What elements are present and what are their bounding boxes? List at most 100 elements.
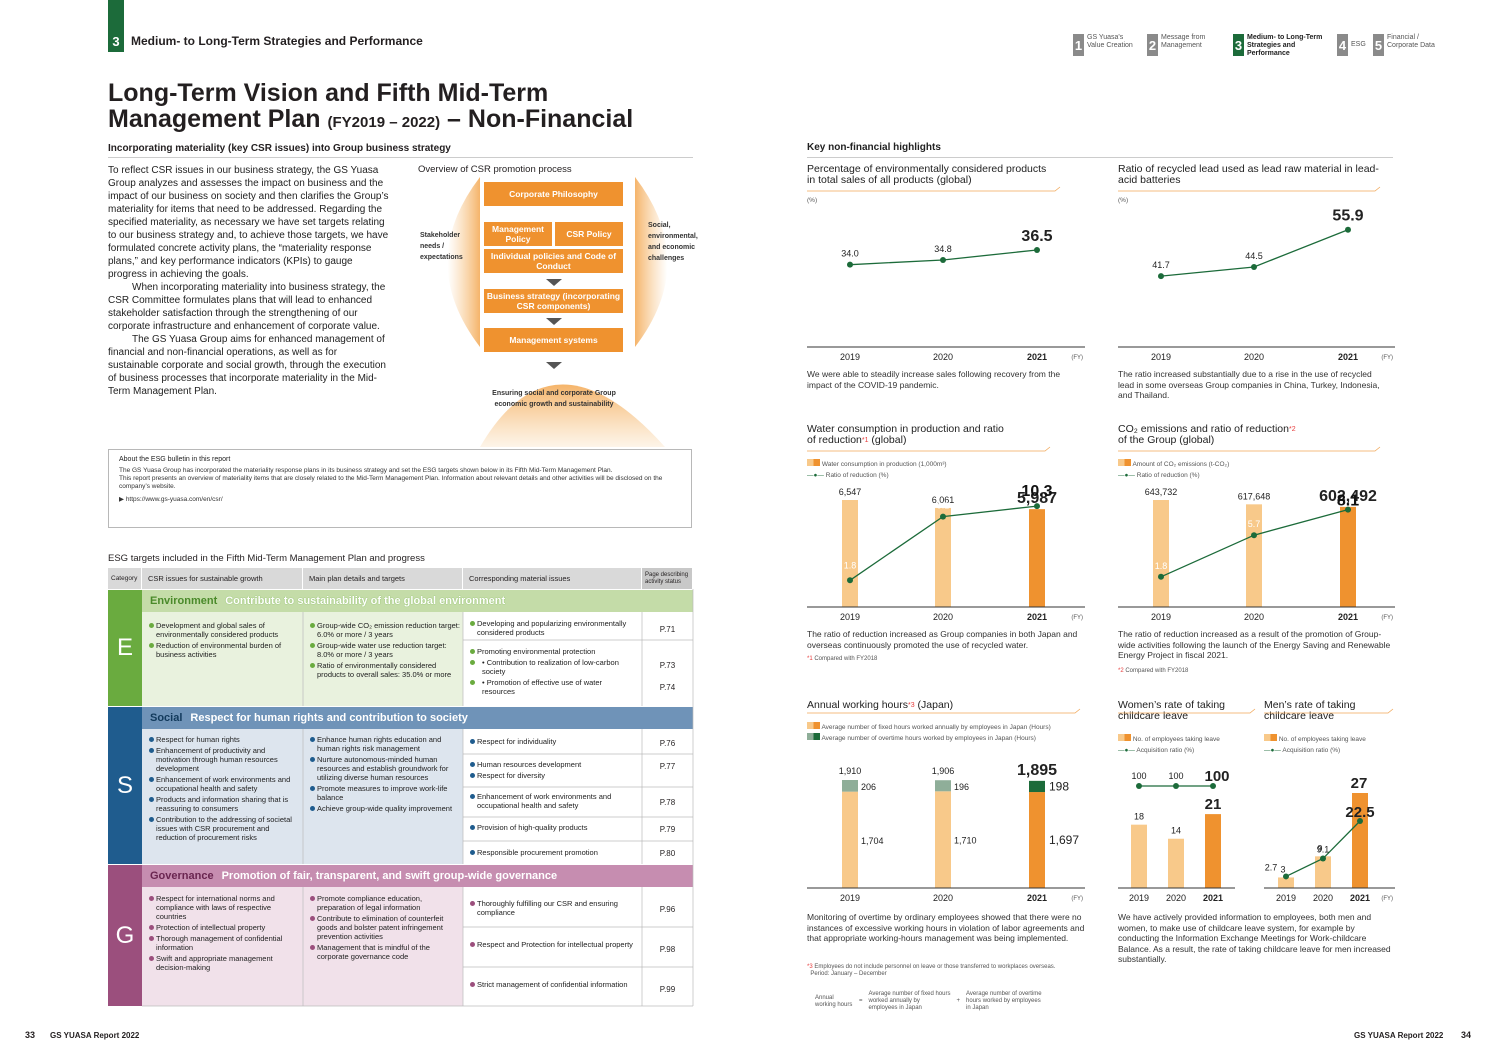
men_leave-bar <box>1352 793 1368 888</box>
k7-title: Men’s rate of taking childcare leave <box>1264 699 1356 722</box>
social-material-2: Human resources development Respect for d… <box>470 760 635 782</box>
arrow-icon <box>546 318 562 325</box>
hours-tick-label: 2021 <box>1027 893 1047 903</box>
table-header-page: Page describing activity status <box>642 568 693 589</box>
hours-bar-overtime <box>935 780 951 792</box>
hours-bar-overtime <box>842 780 858 792</box>
k6-title: Women’s rate of taking childcare leave <box>1118 699 1225 722</box>
business-strategy-box: Business strategy (incorporating CSR com… <box>484 289 623 313</box>
men_leave-line-point <box>1283 873 1289 880</box>
k4-title: CO₂ emissions and ratio of reduction*2 of… <box>1118 423 1296 446</box>
k5-caption: Monitoring of overtime by ordinary emplo… <box>807 912 1085 943</box>
hours-bar-overtime <box>1029 780 1045 793</box>
table-header-plans: Main plan details and targets <box>303 568 463 589</box>
category-letter-s: S <box>108 707 142 864</box>
men_leave-tick-label: 2021 <box>1350 893 1370 903</box>
nav-item-2[interactable]: 2 Message from Management <box>1147 34 1223 56</box>
k3-caption: The ratio of reduction increased as Grou… <box>807 629 1078 650</box>
hours-fixed-label: 1,704 <box>861 836 884 846</box>
chapter-nav: 1 GS Yuasa's Value Creation 2 Message from… <box>1073 34 1447 58</box>
women_leave-line-point <box>1136 783 1142 789</box>
nav-item-5[interactable]: 5 Financial / Corporate Data <box>1373 34 1447 56</box>
women_leave-bar <box>1131 824 1147 888</box>
category-letter-e: E <box>108 590 142 706</box>
k1-caption: We were able to steadily increase sales … <box>807 369 1061 390</box>
governance-material-2: Respect and Protection for intellectual … <box>470 940 640 951</box>
table-header-issues: CSR issues for sustainable growth <box>142 568 303 589</box>
nav-item-1[interactable]: 1 GS Yuasa's Value Creation <box>1073 34 1137 56</box>
men_leave-line-label: 22.5 <box>1345 804 1374 821</box>
k7-legend: No. of employees taking leave —●— Acquisi… <box>1264 734 1366 754</box>
women_leave-line-label: 100 <box>1131 771 1146 781</box>
social-material-5: Responsible procurement promotion <box>470 848 635 859</box>
environment-plans: Group-wide CO₂ emission reduction target… <box>310 621 460 681</box>
k3-title: Water consumption in production and rati… <box>807 423 1004 446</box>
social-issues: Respect for human rights Enhancement of p… <box>149 735 299 844</box>
arrow-icon <box>546 279 562 286</box>
brand-right: GS YUASA Report 2022 <box>1354 1031 1444 1040</box>
nav-item-3[interactable]: 3 Medium- to Long-Term Strategies and Per… <box>1233 34 1323 57</box>
page-number-left: 33 <box>25 1030 36 1040</box>
k3-note: *1 Compared with FY2018 <box>807 656 878 662</box>
governance-issues: Respect for international norms and comp… <box>149 894 299 974</box>
environment-issues: Development and global sales of environm… <box>149 621 299 661</box>
men_leave-bar <box>1278 877 1294 888</box>
women_leave-line-point <box>1173 783 1179 789</box>
women_leave-line-label: 100 <box>1168 771 1183 781</box>
section-title: Medium- to Long-Term Strategies and Perf… <box>131 34 423 48</box>
social-band: Social Respect for human rights and contr… <box>142 707 693 729</box>
category-letter-g: G <box>108 865 142 1006</box>
women_leave-tick-label: 2020 <box>1166 893 1186 903</box>
process-background <box>447 177 668 447</box>
hours-overtime-label: 198 <box>1049 779 1069 793</box>
k5-formula: Annual working hours = Average number of f… <box>815 991 1042 1011</box>
social-material-1: Respect for individuality <box>470 737 635 748</box>
governance-material-1: Thoroughly fulfilling our CSR and ensuri… <box>470 899 640 919</box>
women_leave-bar-label: 21 <box>1205 796 1222 813</box>
men_leave-line-label: 2.7 <box>1265 862 1278 872</box>
environment-materials: Developing and popularizing environmenta… <box>470 619 635 698</box>
k2-title: Ratio of recycled lead used as lead raw … <box>1118 163 1379 186</box>
men_leave-bar-label: 27 <box>1351 775 1368 792</box>
process-title: Overview of CSR promotion process <box>418 164 572 175</box>
highlights-heading: Key non-financial highlights <box>807 142 941 153</box>
k4-legend: Amount of CO₂ emissions (t-CO₂) —●— Ratio… <box>1118 459 1230 479</box>
table-grid <box>142 589 694 1007</box>
k2-caption: The ratio increased substantially due to… <box>1118 369 1380 400</box>
k4-caption: The ratio of reduction increased as a re… <box>1118 629 1391 660</box>
k7-caption: We have actively provided information to… <box>1118 912 1391 964</box>
nav-item-4[interactable]: 4 ESG <box>1337 34 1367 56</box>
page-title: Long-Term Vision and Fifth Mid-Term Manag… <box>108 79 634 133</box>
women_leave-bar <box>1168 838 1184 888</box>
individual-policies-box: Individual policies and Code of Conduct <box>484 249 623 273</box>
men_leave-line <box>1285 820 1361 878</box>
link-arrow-icon: ▶ <box>119 496 126 503</box>
social-material-4: Provision of high-quality products <box>470 823 635 834</box>
women_leave-bar <box>1205 814 1221 888</box>
subheading: Incorporating materiality (key CSR issue… <box>108 143 451 154</box>
men_leave-tick-label: 2019 <box>1276 893 1296 903</box>
esg-bulletin-box: About the ESG bulletin in this report Th… <box>108 449 692 528</box>
arrow-icon <box>546 362 562 369</box>
csr-website-link[interactable]: https://www.gs-yuasa.com/en/csr/ <box>125 496 223 503</box>
hours-total-label: 1,910 <box>839 766 862 776</box>
table-header-materials: Corresponding material issues <box>463 568 642 589</box>
hours-bar-fixed <box>1029 792 1045 888</box>
section-number-tab: 3 <box>108 0 124 52</box>
hours-overtime-label: 206 <box>861 782 876 792</box>
k1-title: Percentage of environmentally considered… <box>807 163 1047 186</box>
hours-tick-label: 2019 <box>840 893 860 903</box>
hours-bar-fixed <box>842 791 858 888</box>
men_leave-bar <box>1315 856 1331 888</box>
corporate-philosophy-box: Corporate Philosophy <box>484 182 623 206</box>
growth-label: Ensuring social and corporate Group econ… <box>492 390 616 408</box>
social-material-3: Enhancement of work environments and occ… <box>470 792 635 812</box>
table-title: ESG targets included in the Fifth Mid-Te… <box>108 553 425 564</box>
hours-fixed-label: 1,697 <box>1049 833 1079 847</box>
hours-tick-label: 2020 <box>933 893 953 903</box>
page-number-right: 34 <box>1461 1030 1472 1040</box>
intro-text: To reflect CSR issues in our business st… <box>108 165 389 397</box>
men_leave-line-point <box>1357 818 1363 824</box>
women_leave-bar-label: 18 <box>1134 812 1144 822</box>
title-underlines <box>807 186 1394 714</box>
